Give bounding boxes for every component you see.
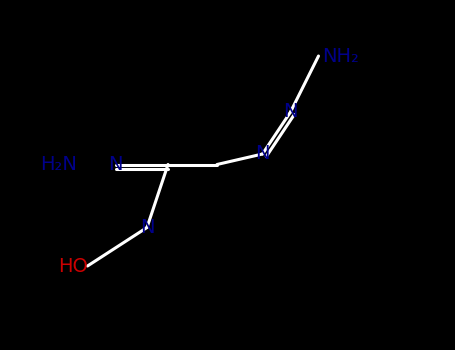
Text: N: N (140, 218, 154, 237)
Text: H₂N: H₂N (40, 155, 77, 174)
Text: HO: HO (58, 257, 87, 275)
Text: N: N (255, 145, 270, 163)
Text: N: N (283, 103, 298, 121)
Text: NH₂: NH₂ (322, 47, 359, 65)
Text: N: N (108, 155, 123, 174)
